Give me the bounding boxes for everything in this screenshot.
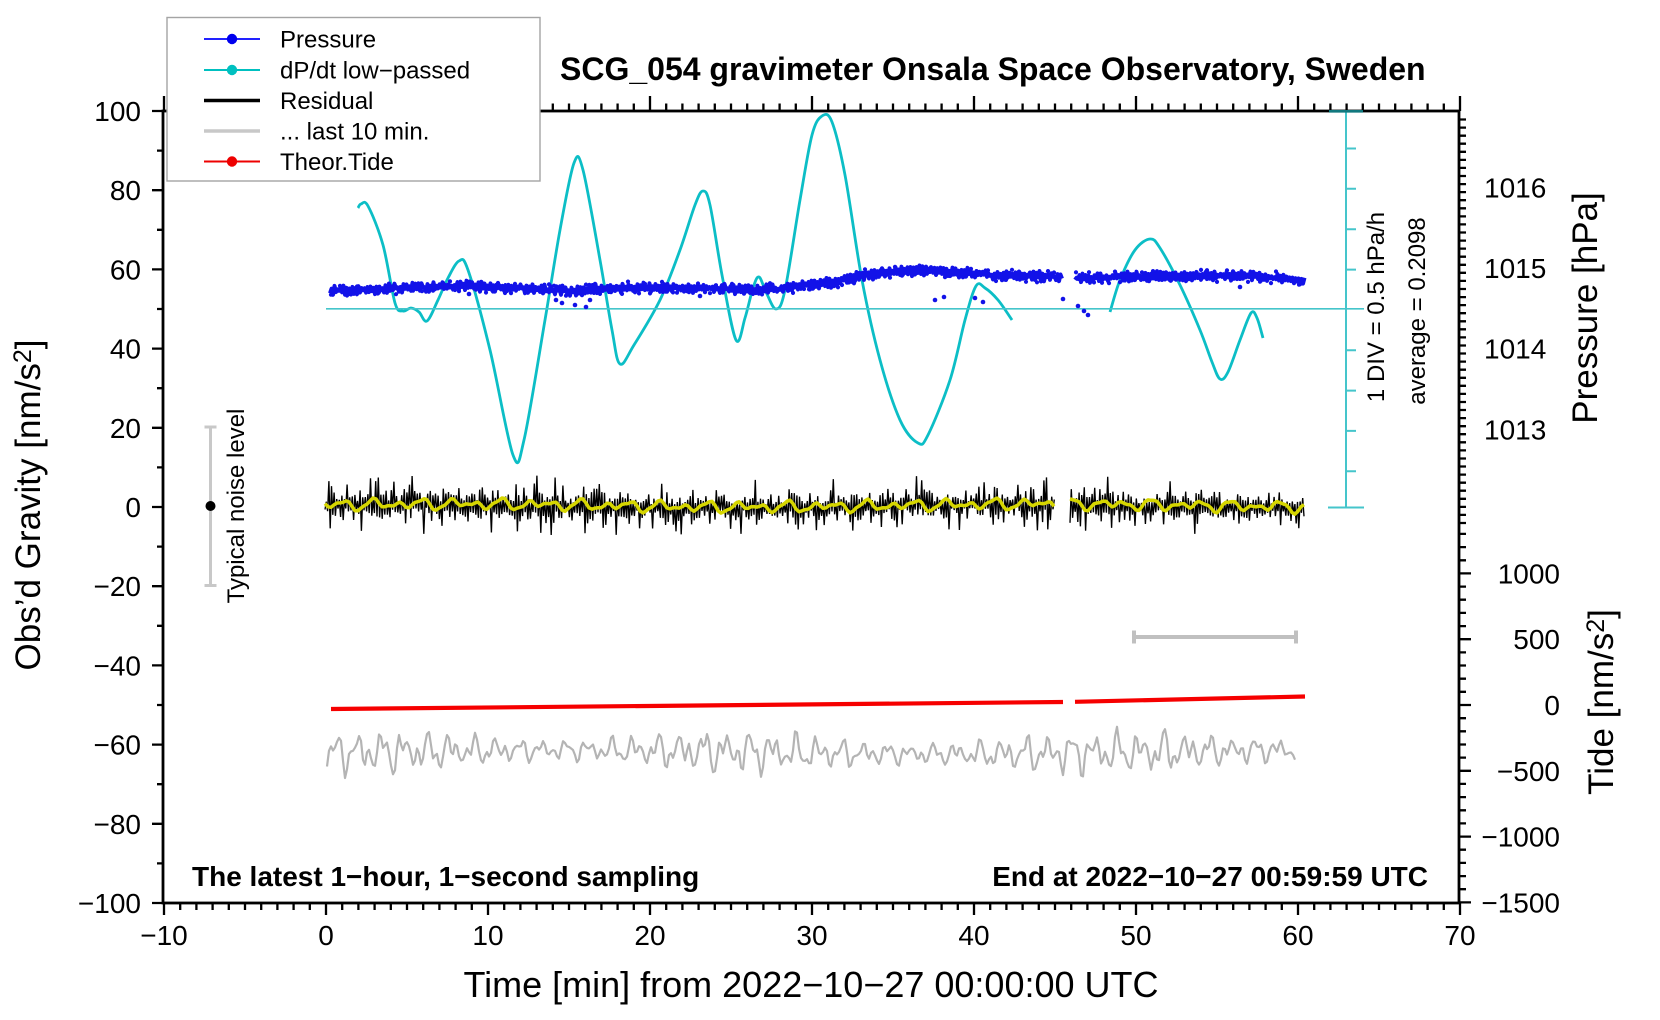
svg-text:1 DIV = 0.5 hPa/h: 1 DIV = 0.5 hPa/h xyxy=(1363,212,1390,402)
svg-text:0: 0 xyxy=(1544,690,1560,721)
svg-text:End at 2022−10−27 00:59:59 UTC: End at 2022−10−27 00:59:59 UTC xyxy=(992,861,1428,892)
svg-text:−1500: −1500 xyxy=(1481,887,1560,918)
svg-text:1013: 1013 xyxy=(1484,414,1546,445)
svg-text:−60: −60 xyxy=(94,730,142,761)
svg-text:Theor.Tide: Theor.Tide xyxy=(280,149,394,176)
svg-text:Obs’d Gravity [nm/s2]: Obs’d Gravity [nm/s2] xyxy=(9,340,48,671)
svg-text:Residual: Residual xyxy=(280,88,373,115)
svg-text:1015: 1015 xyxy=(1484,253,1546,284)
svg-text:−20: −20 xyxy=(94,571,142,602)
svg-text:20: 20 xyxy=(110,413,141,444)
svg-text:−100: −100 xyxy=(78,888,141,919)
svg-text:30: 30 xyxy=(796,920,827,951)
svg-text:100: 100 xyxy=(94,96,141,127)
svg-text:60: 60 xyxy=(1282,920,1313,951)
svg-text:1014: 1014 xyxy=(1484,334,1546,365)
svg-text:−10: −10 xyxy=(140,920,188,951)
svg-text:average = 0.2098: average = 0.2098 xyxy=(1404,217,1431,405)
svg-text:Pressure: Pressure xyxy=(280,27,376,54)
svg-text:SCG_054 gravimeter Onsala Spac: SCG_054 gravimeter Onsala Space Observat… xyxy=(560,51,1426,87)
svg-text:dP/dt low−passed: dP/dt low−passed xyxy=(280,58,470,85)
svg-text:The latest 1−hour, 1−second sa: The latest 1−hour, 1−second sampling xyxy=(192,861,699,892)
svg-text:Pressure [hPa]: Pressure [hPa] xyxy=(1566,192,1605,424)
svg-text:1000: 1000 xyxy=(1498,558,1560,589)
svg-text:40: 40 xyxy=(958,920,989,951)
svg-text:Typical noise level: Typical noise level xyxy=(223,409,250,604)
svg-text:−80: −80 xyxy=(94,809,142,840)
svg-text:70: 70 xyxy=(1444,920,1475,951)
svg-text:20: 20 xyxy=(634,920,665,951)
svg-text:0: 0 xyxy=(125,492,141,523)
svg-text:500: 500 xyxy=(1513,624,1560,655)
svg-text:60: 60 xyxy=(110,254,141,285)
svg-text:−40: −40 xyxy=(94,650,142,681)
svg-text:Time [min] from 2022−10−27 00:: Time [min] from 2022−10−27 00:00:00 UTC xyxy=(463,964,1158,1005)
svg-text:80: 80 xyxy=(110,175,141,206)
svg-text:40: 40 xyxy=(110,334,141,365)
svg-text:−1000: −1000 xyxy=(1481,822,1560,853)
svg-text:... last 10 min.: ... last 10 min. xyxy=(280,119,429,146)
svg-text:1016: 1016 xyxy=(1484,172,1546,203)
svg-text:50: 50 xyxy=(1120,920,1151,951)
svg-text:0: 0 xyxy=(318,920,334,951)
svg-text:Tide [nm/s2]: Tide [nm/s2] xyxy=(1582,609,1621,795)
svg-text:−500: −500 xyxy=(1497,756,1560,787)
svg-text:10: 10 xyxy=(472,920,503,951)
